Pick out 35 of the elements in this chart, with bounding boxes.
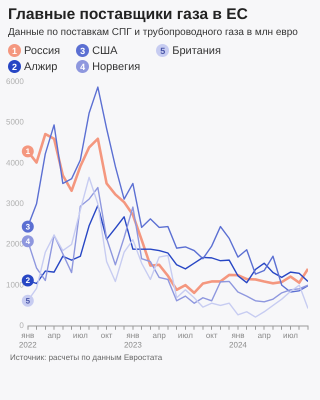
y-tick-label: 1000 bbox=[6, 280, 24, 290]
legend-label: Норвегия bbox=[92, 60, 140, 72]
annotation: 4 bbox=[26, 236, 31, 246]
text: 4 bbox=[80, 62, 86, 72]
text: 1 bbox=[12, 46, 17, 56]
text: 5 bbox=[160, 46, 166, 56]
x-tick-label: апр bbox=[258, 330, 272, 340]
text: 3 bbox=[80, 46, 86, 56]
x-tick-label: июл bbox=[283, 330, 298, 340]
x-tick-label: апр bbox=[152, 330, 166, 340]
x-tick-label: янв 2023 bbox=[124, 330, 142, 350]
y-tick-label: 3000 bbox=[6, 199, 24, 208]
annotation: 3 bbox=[26, 222, 31, 232]
x-tick-label: окт bbox=[206, 330, 218, 340]
chart-subtitle: Данные по поставкам СПГ и трубопроводного газа в млн евро bbox=[8, 27, 299, 38]
x-tick-label: июл bbox=[178, 330, 194, 340]
text: 2 bbox=[12, 62, 17, 72]
x-tick-label: янв 2024 bbox=[229, 330, 248, 350]
annotation: 5 bbox=[26, 296, 31, 306]
text: Источник: расчеты по данным Евростата bbox=[10, 353, 164, 362]
legend-label: Алжир bbox=[24, 60, 58, 72]
chart-title: Главные поставщики газа в ЕС bbox=[8, 6, 249, 24]
y-tick-label: 0 bbox=[19, 321, 24, 330]
x-tick-label: апр bbox=[47, 330, 62, 340]
legend-label: Россия bbox=[24, 44, 60, 56]
x-tick-label: янв 2022 bbox=[18, 330, 38, 350]
annotation: 1 bbox=[26, 147, 31, 156]
legend-label: Британия bbox=[172, 44, 221, 56]
y-tick-label: 5000 bbox=[6, 118, 24, 127]
x-tick-label: окт bbox=[100, 330, 113, 340]
y-tick-label: 4000 bbox=[6, 158, 24, 168]
legend-label: США bbox=[92, 44, 118, 56]
y-tick-label: 6000 bbox=[6, 77, 24, 86]
annotation: 2 bbox=[26, 276, 31, 286]
x-tick-label: июл bbox=[72, 330, 88, 340]
